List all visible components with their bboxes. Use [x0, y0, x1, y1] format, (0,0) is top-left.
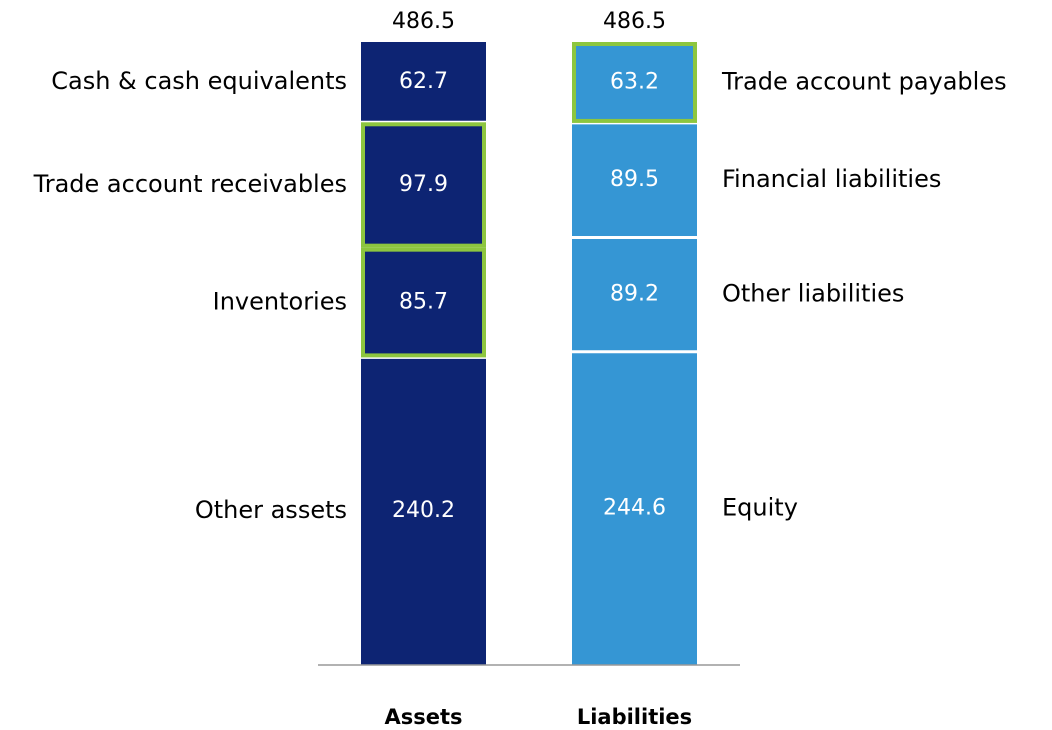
value-label: 85.7: [399, 290, 448, 315]
value-label: 89.2: [610, 282, 659, 307]
value-label: 63.2: [610, 69, 659, 94]
segment-label: Inventories: [213, 288, 347, 316]
segment: [572, 122, 697, 238]
segment-label: Cash & cash equivalents: [51, 67, 347, 95]
highlight-frame: [361, 122, 486, 248]
segment-label: Trade account receivables: [33, 170, 347, 198]
segment: [361, 357, 486, 665]
value-label: 240.2: [392, 498, 455, 523]
segment-label: Equity: [722, 493, 798, 521]
category-label: Liabilities: [577, 705, 692, 729]
segment: [361, 122, 486, 248]
segment: [572, 237, 697, 352]
total-label: 486.5: [603, 9, 666, 34]
segment-label: Other assets: [195, 496, 347, 524]
value-label: 244.6: [603, 495, 666, 520]
value-label: 89.5: [610, 167, 659, 192]
category-label: Assets: [384, 705, 462, 729]
segment: [572, 351, 697, 665]
segment-label: Trade account payables: [721, 67, 1007, 95]
highlight-frame: [361, 247, 486, 358]
highlight-frame: [572, 42, 697, 123]
segment: [572, 42, 697, 123]
segment: [361, 247, 486, 358]
total-label: 486.5: [392, 9, 455, 34]
segment: [361, 42, 486, 123]
segment-label: Other liabilities: [722, 280, 904, 308]
segment-label: Financial liabilities: [722, 165, 941, 193]
value-label: 62.7: [399, 69, 448, 94]
value-label: 97.9: [399, 172, 448, 197]
